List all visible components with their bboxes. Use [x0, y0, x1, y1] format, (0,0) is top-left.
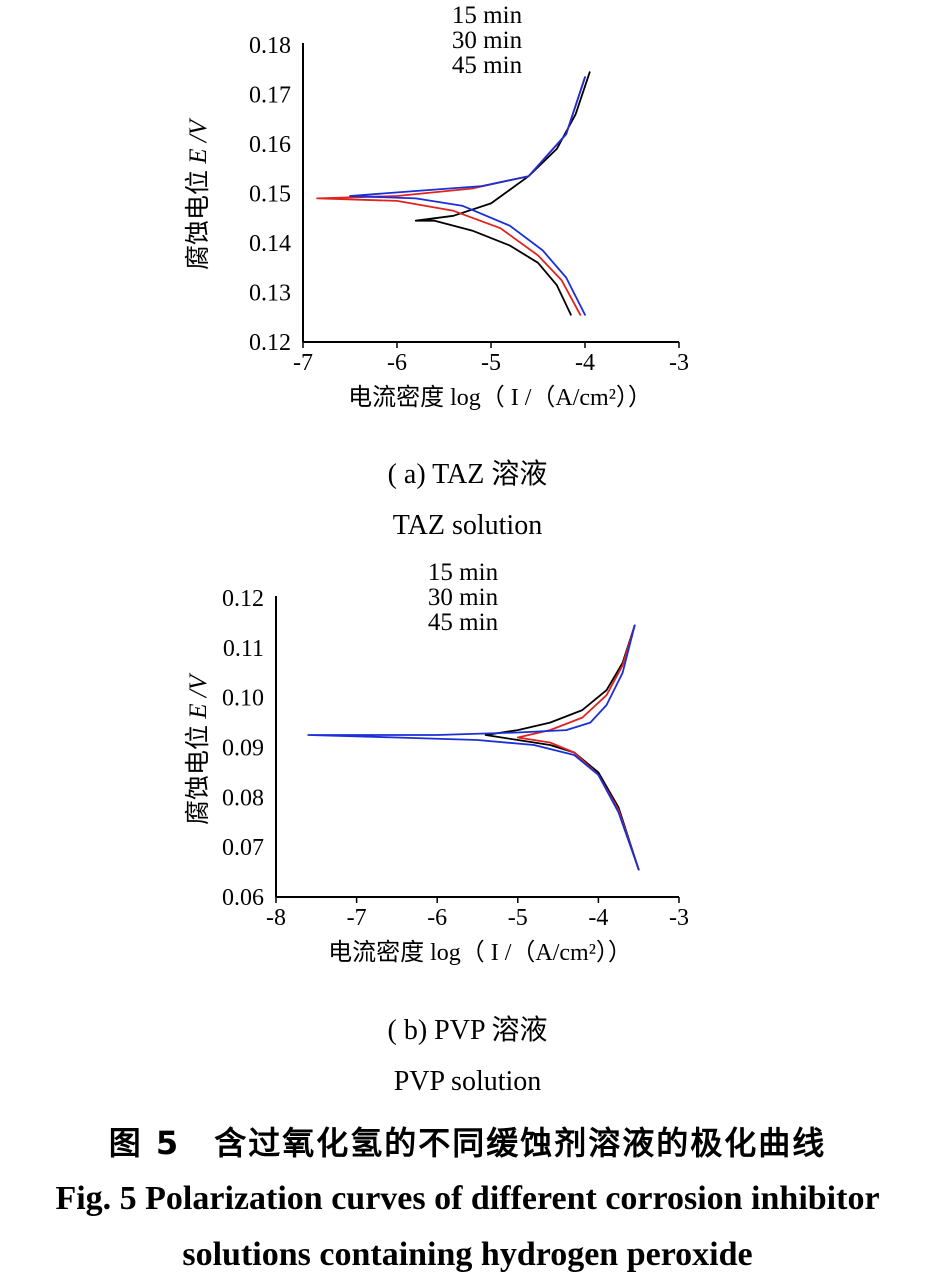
x-tick-label: -5: [508, 905, 528, 931]
legend-entry: 15 min: [428, 559, 499, 586]
y-tick-label: 0.07: [222, 835, 264, 861]
y-tick-label: 0.16: [249, 132, 291, 158]
legend-entry: 30 min: [428, 584, 499, 611]
subcaption-a-cn: ( a) TAZ 溶液: [387, 459, 548, 490]
y-axis-label: 腐蚀电位 E /V: [184, 117, 212, 270]
series-line-2: [516, 624, 640, 871]
x-tick-label: -4: [575, 350, 595, 376]
series-line-3: [349, 76, 586, 316]
figure-caption-en-line2: solutions containing hydrogen peroxide: [182, 1236, 753, 1273]
y-tick-label: 0.08: [222, 785, 264, 811]
legend-entry: 15 min: [452, 2, 523, 29]
x-tick-label: -6: [427, 905, 447, 931]
y-tick-label: 0.15: [249, 182, 291, 208]
x-axis-label: 电流密度 log（ I /（A/cm²））: [348, 384, 652, 411]
figure-caption-cn: 图 5 含过氧化氢的不同缓蚀剂溶液的极化曲线: [108, 1124, 827, 1162]
y-tick-label: 0.18: [249, 33, 291, 59]
x-axis-label: 电流密度 log（ I /（A/cm²））: [328, 939, 632, 966]
x-tick-label: -7: [293, 350, 313, 376]
legend-entry: 30 min: [452, 27, 523, 54]
x-tick-label: -3: [669, 350, 689, 376]
y-tick-label: 0.11: [223, 636, 264, 662]
chart-taz-svg: -7 -6 -5 -4 -3 0.18 0.17 0.16 0.15 0.14 0.13 0.12 15…: [184, 2, 689, 411]
x-tick-label: -3: [669, 905, 689, 931]
subcaption-b-en: PVP solution: [393, 1066, 542, 1097]
x-tick-label: -6: [387, 350, 407, 376]
subcaption-b-cn: ( b) PVP 溶液: [387, 1015, 548, 1046]
y-tick-label: 0.12: [249, 330, 291, 356]
series-line-1: [484, 624, 640, 871]
chart-taz: -7 -6 -5 -4 -3 0.18 0.17 0.16 0.15 0.14 0.13 0.12 15…: [0, 0, 935, 420]
legend-entry: 45 min: [428, 609, 499, 636]
chart-pvp: -8 -7 -6 -5 -4 -3 0.12 0.11 0.10 0.09 0.08 0.07 0.06…: [0, 555, 935, 975]
y-axis-label: 腐蚀电位 E /V: [184, 672, 212, 825]
y-tick-label: 0.12: [222, 586, 264, 612]
x-tick-label: -5: [481, 350, 501, 376]
x-tick-label: -4: [588, 905, 608, 931]
y-tick-label: 0.09: [222, 736, 264, 762]
subcaption-a-en: TAZ solution: [392, 510, 543, 541]
x-tick-label: -7: [347, 905, 367, 931]
y-tick-label: 0.14: [249, 231, 291, 257]
series-line-1: [414, 71, 591, 316]
y-tick-label: 0.13: [249, 281, 291, 307]
figure-caption-en-line1: Fig. 5 Polarization curves of different …: [55, 1180, 880, 1217]
y-tick-label: 0.06: [222, 885, 264, 911]
chart-pvp-svg: -8 -7 -6 -5 -4 -3 0.12 0.11 0.10 0.09 0.08 0.07 0.06…: [184, 559, 689, 966]
y-tick-label: 0.17: [249, 83, 291, 109]
x-tick-label: -8: [266, 905, 286, 931]
legend-entry: 45 min: [452, 52, 523, 79]
y-tick-label: 0.10: [222, 686, 264, 712]
series-line-3: [307, 624, 640, 871]
